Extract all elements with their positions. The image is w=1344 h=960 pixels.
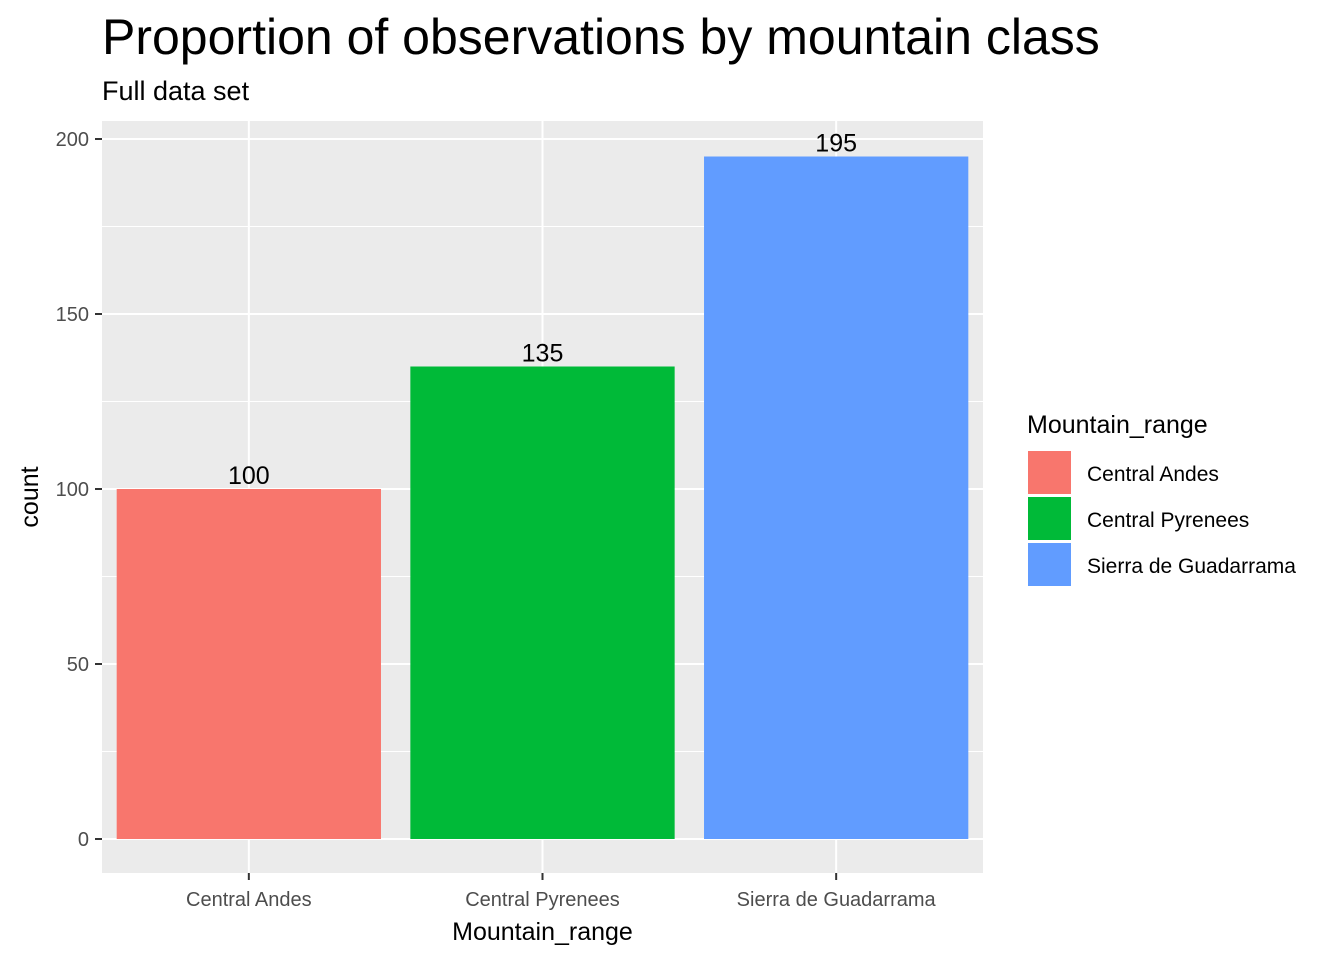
data-label: 100 <box>228 462 270 490</box>
chart-subtitle: Full data set <box>102 76 250 106</box>
x-tick-label: Central Pyrenees <box>465 889 620 911</box>
x-tick-label: Sierra de Guadarrama <box>737 889 937 911</box>
x-axis-label: Mountain_range <box>452 918 633 946</box>
chart-title: Proportion of observations by mountain c… <box>102 9 1100 65</box>
legend-label: Central Andes <box>1087 463 1219 486</box>
bar <box>704 156 969 839</box>
legend-swatch <box>1028 451 1071 494</box>
bar <box>116 489 381 839</box>
legend-swatch <box>1028 497 1071 540</box>
legend-title: Mountain_range <box>1027 411 1208 439</box>
y-tick-label: 100 <box>56 479 89 501</box>
y-tick-label: 50 <box>67 654 89 676</box>
y-axis: 0 50 100 150 200 <box>56 129 102 851</box>
legend-swatch <box>1028 543 1071 586</box>
x-tick-label: Central Andes <box>186 889 312 911</box>
data-label: 135 <box>522 340 564 368</box>
data-labels: 100 135 195 <box>228 130 857 491</box>
y-axis-label: count <box>16 466 44 527</box>
bar <box>410 366 675 839</box>
legend-label: Sierra de Guadarrama <box>1087 555 1296 578</box>
y-tick-label: 150 <box>56 304 89 326</box>
x-axis: Central Andes Central Pyrenees Sierra de G… <box>186 873 937 911</box>
y-tick-label: 0 <box>78 829 89 851</box>
legend-label: Central Pyrenees <box>1087 509 1249 532</box>
legend: Mountain_range Central Andes Central Pyre… <box>1027 411 1296 586</box>
data-label: 195 <box>815 130 857 158</box>
bars <box>116 156 969 839</box>
y-tick-label: 200 <box>56 129 89 151</box>
